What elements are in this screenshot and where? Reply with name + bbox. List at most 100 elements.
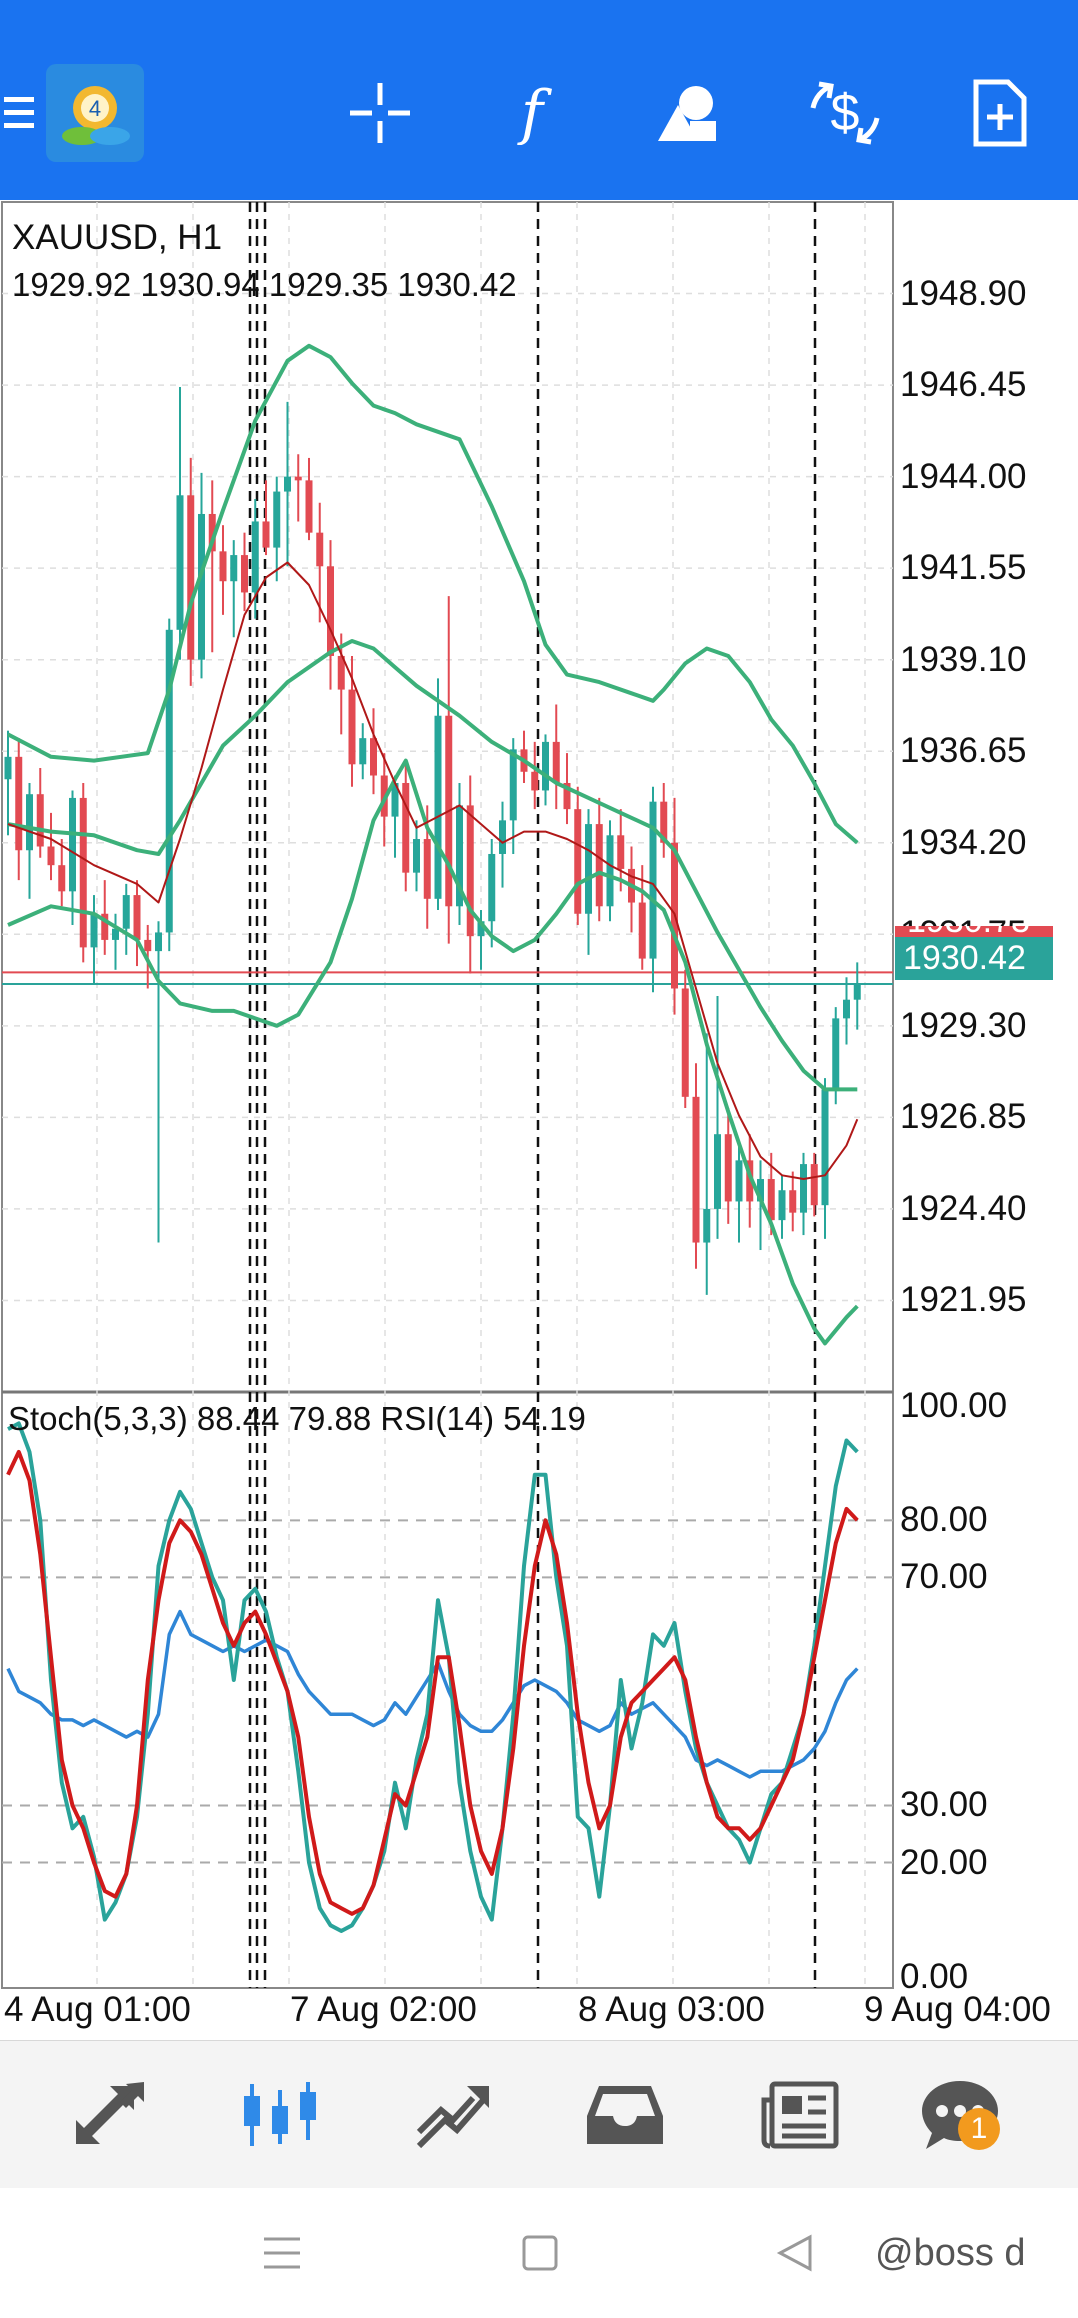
candle-bull — [112, 928, 119, 940]
candlestick-icon[interactable] — [230, 2069, 330, 2161]
candle-bear — [681, 988, 689, 1097]
price-axis-label: 1946.45 — [900, 365, 1027, 405]
candle-bear — [767, 1179, 775, 1221]
home-icon[interactable] — [510, 2228, 570, 2278]
price-axis-label: 1944.00 — [900, 456, 1027, 496]
candle-bull — [821, 1089, 829, 1206]
hamburger-menu-icon[interactable] — [0, 73, 40, 153]
price-axis-label: 1921.95 — [900, 1280, 1027, 1320]
function-f-icon[interactable]: f — [492, 73, 572, 153]
candle-bear — [133, 895, 141, 940]
candle-bull — [434, 715, 442, 899]
chart-area[interactable]: XAUUSD, H1 1929.92 1930.94 1929.35 1930.… — [0, 200, 1078, 2040]
back-icon[interactable] — [766, 2228, 826, 2278]
svg-text:f: f — [517, 81, 553, 145]
bottom-navigation — [0, 2040, 1078, 2189]
candle-bull — [703, 1208, 711, 1243]
candle-bull — [853, 984, 861, 1000]
system-navigation-bar — [0, 2188, 1078, 2318]
candle-bull — [832, 1018, 840, 1090]
price-axis-label: 1948.90 — [900, 273, 1027, 313]
price-axis-label: 1936.65 — [900, 731, 1027, 771]
candle-bear — [36, 794, 44, 847]
chart-symbol-timeframe: XAUUSD, H1 — [12, 218, 223, 257]
watermark-text: @boss d — [875, 2232, 1026, 2274]
time-axis-label: 7 Aug 02:00 — [290, 1990, 477, 2029]
candle-bear — [660, 801, 668, 843]
candle-bear — [552, 741, 560, 783]
time-axis-label: 4 Aug 01:00 — [4, 1990, 191, 2029]
candle-bear — [219, 551, 227, 582]
crosshair-icon[interactable] — [340, 73, 420, 153]
bollinger-upper-band — [7, 343, 859, 845]
candle-bear — [531, 771, 539, 791]
bollinger-middle-band — [7, 639, 858, 1092]
candle-bear — [724, 1134, 732, 1202]
candle-bull — [649, 801, 657, 959]
candle-bull — [230, 555, 238, 582]
newspaper-icon[interactable] — [750, 2069, 850, 2161]
candle-bear — [638, 902, 646, 959]
ask-price-tag: 1930.73 — [895, 926, 1053, 940]
indicator-axis-label: 30.00 — [900, 1785, 988, 1825]
recent-apps-icon[interactable] — [252, 2228, 312, 2278]
candle-bear — [208, 513, 216, 552]
price-axis-label: 1939.10 — [900, 639, 1027, 679]
candle-bull — [778, 1190, 786, 1221]
candle-bull — [843, 999, 850, 1019]
quotes-arrows-icon[interactable] — [60, 2069, 160, 2161]
candle-bull — [499, 820, 506, 854]
candle-bull — [391, 782, 399, 817]
candle-bull — [800, 1164, 807, 1213]
shapes-icon[interactable] — [648, 73, 728, 153]
dollar-trade-icon[interactable]: $ — [800, 73, 890, 153]
candle-bull — [90, 913, 98, 948]
candle-bear — [58, 865, 66, 892]
candle-bull — [4, 756, 12, 780]
chart-canvas[interactable] — [0, 200, 1078, 2040]
time-axis-label: 9 Aug 04:00 — [864, 1990, 1051, 2029]
candle-bull — [488, 853, 496, 922]
candle-bear — [294, 476, 302, 481]
inbox-history-icon[interactable] — [575, 2069, 675, 2161]
candle-bear — [316, 532, 324, 567]
candle-bull — [757, 1179, 764, 1202]
candle-bear — [187, 495, 195, 660]
indicator-axis-label: 100.00 — [900, 1386, 1008, 1426]
candle-bull — [542, 741, 549, 791]
chart-frame — [1, 201, 894, 1989]
candle-bull — [714, 1134, 721, 1209]
candle-bear — [746, 1160, 754, 1202]
candle-bull — [606, 835, 614, 907]
candle-bear — [47, 846, 55, 866]
chart-ohlc: 1929.92 1930.94 1929.35 1930.42 — [12, 266, 517, 303]
candle-bull — [477, 921, 485, 937]
candle-bear — [617, 835, 625, 869]
trade-chart-icon[interactable] — [405, 2069, 505, 2161]
candle-bear — [262, 521, 270, 548]
candle-bull — [176, 495, 184, 630]
indicator-label: Stoch(5,3,3) 88.44 79.88 RSI(14) 54.19 — [8, 1400, 586, 1437]
candle-bull — [456, 805, 463, 907]
candle-bear — [563, 782, 571, 810]
price-axis-label: 1934.20 — [900, 822, 1027, 862]
stochastic-signal-line — [6, 1449, 859, 1916]
bollinger-lower-band — [7, 758, 859, 1346]
candle-bear — [327, 566, 334, 656]
svg-text:4: 4 — [89, 96, 101, 121]
candle-bull — [198, 513, 205, 660]
indicator-axis-label: 20.00 — [900, 1842, 988, 1882]
candle-bull — [122, 895, 130, 929]
price-axis-label: 1924.40 — [900, 1188, 1027, 1228]
candle-bear — [348, 689, 356, 765]
new-document-icon[interactable] — [960, 73, 1040, 153]
metatrader-4-logo[interactable]: 4 — [46, 64, 144, 162]
candle-bull — [69, 797, 76, 892]
candle-bear — [305, 480, 313, 533]
status-bar — [0, 0, 1078, 18]
candle-bear — [595, 824, 603, 907]
price-axis-label: 1926.85 — [900, 1097, 1027, 1137]
candle-bear — [144, 939, 152, 952]
candle-bear — [101, 913, 109, 940]
candle-bear — [810, 1164, 818, 1206]
